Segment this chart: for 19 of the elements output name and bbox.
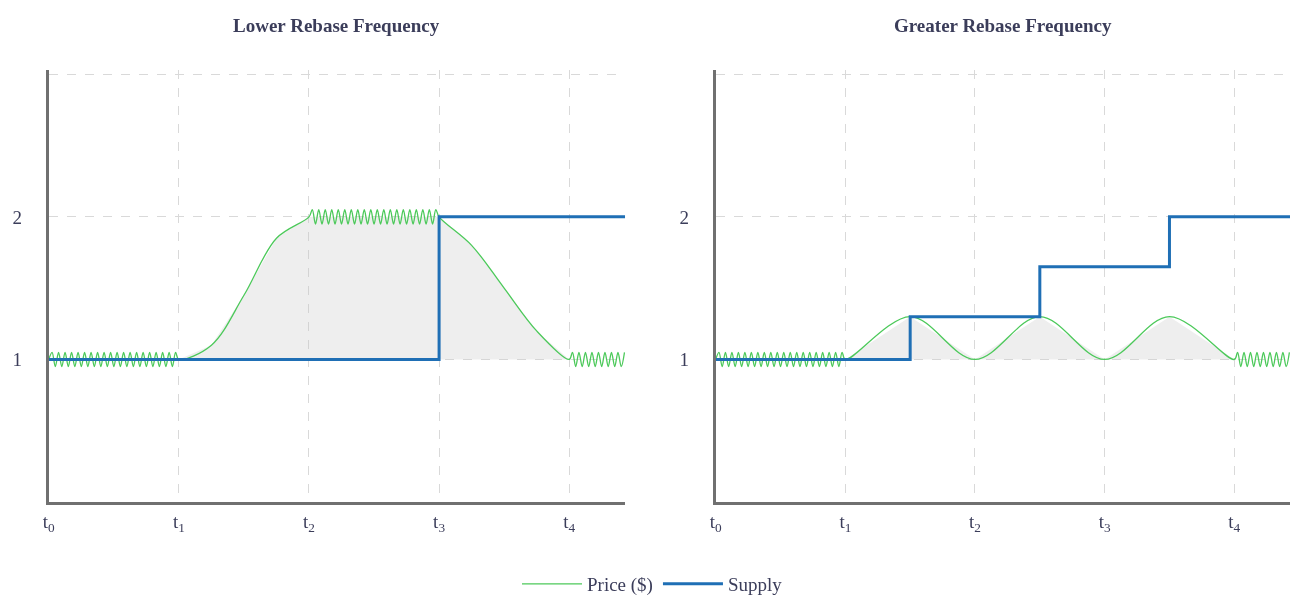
legend-label: Price ($) [587, 574, 653, 597]
x-tick-label: t$_{0}$ [42, 510, 56, 535]
x-tick-label: t$_{2}$ [969, 510, 981, 535]
x-tick-label: t$_{4}$ [1228, 510, 1241, 535]
chart-title: Lower Rebase Frequency [233, 15, 440, 36]
x-tick-label: t$_{3}$ [433, 510, 446, 535]
x-tick-label: t$_{0}$ [709, 510, 723, 535]
chart-title: Greater Rebase Frequency [894, 15, 1112, 36]
x-tick-label: t$_{3}$ [1098, 510, 1111, 535]
legend-label: Supply [727, 574, 783, 596]
x-tick-label: t$_{1}$ [839, 510, 852, 535]
y-tick-label: 1 [12, 349, 22, 371]
y-tick-label: 1 [679, 349, 689, 371]
x-tick-label: t$_{1}$ [172, 510, 185, 535]
x-tick-label: t$_{2}$ [303, 510, 315, 535]
x-tick-label: t$_{4}$ [563, 510, 576, 535]
y-tick-label: 2 [679, 206, 689, 228]
line-series [715, 316, 1291, 368]
y-tick-label: 2 [12, 206, 22, 228]
